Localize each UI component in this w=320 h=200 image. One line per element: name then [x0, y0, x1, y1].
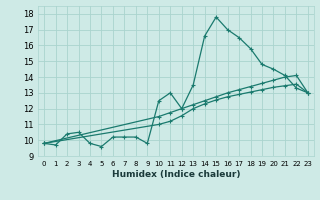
X-axis label: Humidex (Indice chaleur): Humidex (Indice chaleur) — [112, 170, 240, 179]
